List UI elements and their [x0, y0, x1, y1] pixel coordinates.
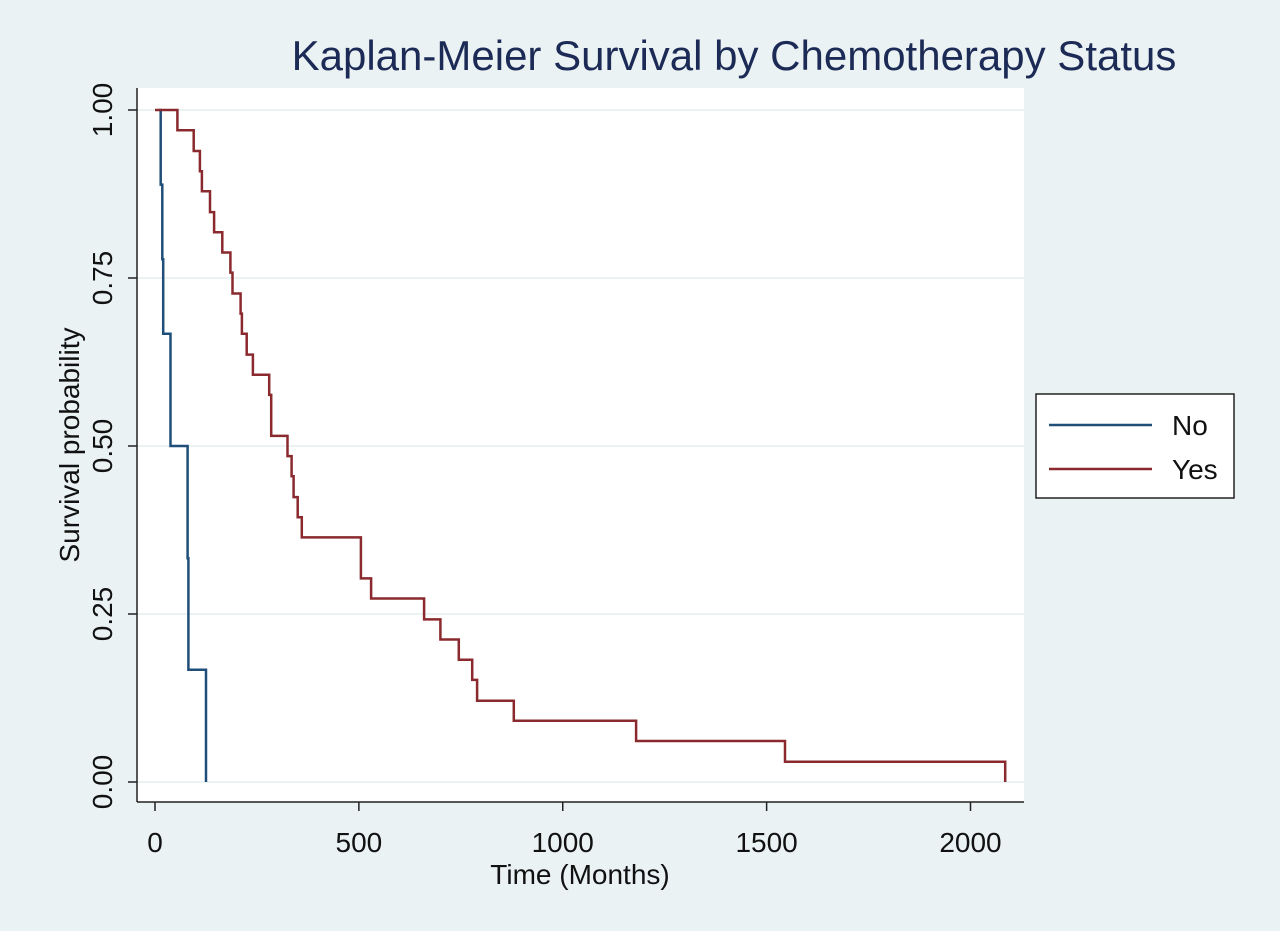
y-tick-label: 0.50 — [87, 419, 118, 474]
legend-label-yes: Yes — [1172, 454, 1218, 485]
y-tick-label: 1.00 — [87, 83, 118, 138]
x-axis-label: Time (Months) — [490, 859, 669, 890]
x-tick-label: 2000 — [939, 827, 1001, 858]
x-tick-label: 1000 — [532, 827, 594, 858]
y-tick-label: 0.25 — [87, 587, 118, 642]
legend-label-no: No — [1172, 410, 1208, 441]
y-tick-label: 0.00 — [87, 755, 118, 810]
legend: No Yes — [1035, 393, 1235, 499]
legend-box — [1035, 393, 1235, 499]
y-axis-ticks: 0.00 0.25 0.50 0.75 1.00 — [87, 83, 137, 810]
series-line-yes — [155, 108, 1007, 782]
x-tick-label: 500 — [336, 827, 383, 858]
grid-lines — [137, 109, 1024, 783]
y-axis-label: Survival probability — [54, 328, 85, 563]
plot-area — [137, 88, 1024, 802]
x-tick-label: 0 — [147, 827, 163, 858]
chart-title: Kaplan-Meier Survival by Chemotherapy St… — [292, 32, 1177, 79]
series-line-no — [159, 108, 208, 782]
x-axis-ticks: 0 500 1000 1500 2000 — [147, 802, 1002, 858]
y-tick-label: 0.75 — [87, 251, 118, 306]
survival-curves — [155, 108, 1007, 782]
x-tick-label: 1500 — [735, 827, 797, 858]
